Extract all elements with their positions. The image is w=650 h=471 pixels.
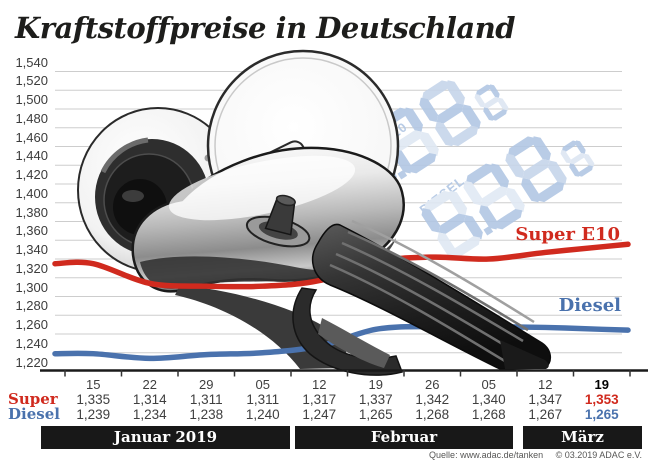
price-cell-super: 1,335	[76, 392, 111, 407]
price-cell-super: 1,342	[415, 392, 450, 407]
y-axis-label: 1,260	[15, 317, 48, 332]
price-cell-diesel: 1,268	[415, 407, 450, 422]
fuel-nozzle-foreground	[292, 219, 551, 376]
x-axis-label: 19	[368, 377, 383, 392]
y-axis-label: 1,460	[15, 129, 48, 145]
nozzle-knob	[245, 194, 311, 248]
month-bar-januar: Januar 2019	[41, 426, 290, 449]
fuel-nozzle-illustration	[77, 49, 405, 369]
source-copyright: © 03.2019 ADAC e.V.	[555, 450, 642, 460]
y-axis-label: 1,380	[15, 204, 48, 220]
watermark-diesel-display	[417, 114, 597, 262]
x-axis-label: 29	[199, 377, 214, 392]
y-axis-label: 1,540	[15, 54, 48, 70]
price-cell-diesel: 1,239	[76, 407, 111, 422]
price-cell-diesel: 1,267	[528, 407, 563, 422]
y-axis-label: 1,400	[15, 185, 48, 201]
price-cell-diesel: 1,240	[245, 407, 280, 422]
price-cell-super: 1,314	[132, 392, 167, 407]
x-axis-label: 05	[255, 377, 270, 392]
price-cell-super: 1,311	[246, 392, 280, 407]
nozzle-spout	[500, 340, 549, 369]
y-axis-label: 1,240	[15, 335, 48, 351]
x-axis-label: 22	[142, 377, 157, 392]
x-axis	[40, 369, 648, 377]
month-bar-februar: Februar	[295, 426, 513, 449]
y-axis-label: 1,420	[15, 167, 48, 182]
price-cell-diesel: 1,234	[132, 407, 167, 422]
y-axis-label: 1,500	[15, 92, 48, 107]
legend-super-e10: Super E10	[515, 224, 620, 245]
y-axis-label: 1,320	[15, 260, 48, 276]
month-bar-maerz: März	[523, 426, 642, 449]
x-axis-label: 12	[538, 377, 553, 392]
nozzle-grip	[311, 219, 551, 370]
y-axis-label: 1,520	[15, 73, 48, 89]
y-axis-label: 1,440	[15, 148, 48, 164]
price-cell-super: 1,311	[189, 392, 223, 407]
price-cell-diesel: 1,268	[471, 407, 506, 422]
y-axis-label: 1,280	[15, 298, 48, 314]
y-axis-label: 1,340	[15, 242, 48, 257]
page-title: Kraftstoffpreise in Deutschland	[15, 11, 516, 45]
price-cell-diesel: 1,238	[189, 407, 224, 422]
y-axis-label: 1,300	[15, 279, 48, 295]
source-url: Quelle: www.adac.de/tanken	[429, 450, 544, 460]
price-cell-super: 1,347	[528, 392, 563, 407]
price-cell-super: 1,353	[584, 392, 619, 407]
price-cell-diesel: 1,265	[584, 407, 619, 422]
price-cell-super: 1,340	[471, 392, 506, 407]
source-line: Quelle: www.adac.de/tanken © 03.2019 ADA…	[419, 450, 642, 460]
x-axis-label: 12	[312, 377, 327, 392]
y-axis-label: 1,360	[15, 223, 48, 239]
price-cell-super: 1,317	[302, 392, 337, 407]
x-axis-label: 19	[594, 377, 609, 392]
legend-diesel: Diesel	[558, 295, 621, 316]
x-axis-label: 15	[86, 377, 101, 392]
trigger-guard	[292, 287, 403, 376]
x-axis-label: 05	[481, 377, 496, 392]
price-cell-diesel: 1,265	[358, 407, 393, 422]
table-row-label-diesel: Diesel	[8, 405, 60, 423]
price-cell-diesel: 1,247	[302, 407, 337, 422]
y-axis-label: 1,220	[15, 354, 48, 370]
y-axis-label: 1,480	[15, 110, 48, 126]
watermark-super-display	[331, 58, 511, 206]
table-row-label-super: Super	[8, 390, 58, 408]
x-axis-label: 26	[425, 377, 440, 392]
price-cell-super: 1,337	[358, 392, 393, 407]
